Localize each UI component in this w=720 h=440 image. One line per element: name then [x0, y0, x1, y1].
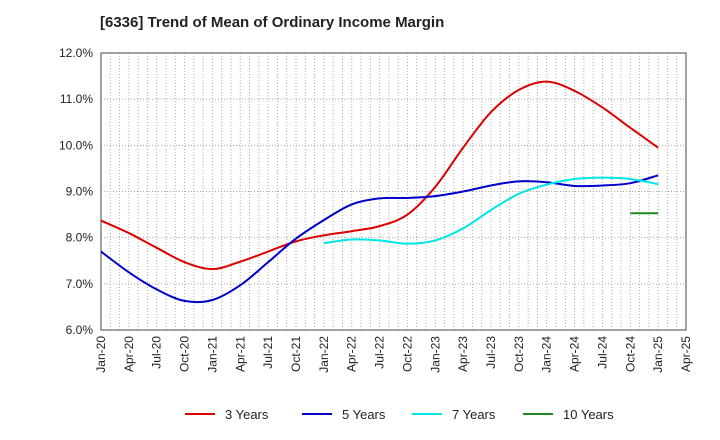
legend-label: 10 Years: [563, 407, 614, 422]
x-tick-label: Jul-23: [484, 336, 498, 369]
x-tick-label: Jan-20: [94, 336, 108, 373]
legend-label: 7 Years: [452, 407, 496, 422]
legend-label: 3 Years: [225, 407, 269, 422]
grid-lines: [101, 53, 686, 330]
y-tick-label: 8.0%: [66, 231, 94, 245]
x-tick-label: Jul-22: [373, 336, 387, 369]
series-line-3-years: [100, 80, 659, 271]
y-tick-label: 10.0%: [59, 138, 93, 152]
y-tick-label: 9.0%: [66, 185, 94, 199]
y-axis-ticks: 6.0% 7.0% 8.0% 9.0% 10.0% 11.0% 12.0%: [59, 46, 93, 337]
x-tick-label: Jan-24: [540, 336, 554, 373]
x-tick-label: Jan-21: [205, 336, 219, 373]
x-tick-label: Jul-21: [261, 336, 275, 369]
x-tick-label: Apr-23: [456, 336, 470, 372]
y-tick-label: 6.0%: [66, 323, 94, 337]
series-lines: [100, 80, 659, 304]
x-tick-label: Jan-23: [428, 336, 442, 373]
x-tick-label: Jul-24: [595, 336, 609, 369]
x-axis-ticks: Jan-20 Apr-20 Jul-20 Oct-20 Jan-21 Apr-21 Jul-…: [94, 336, 693, 373]
x-tick-label: Oct-23: [512, 336, 526, 372]
series-line-5-years: [100, 174, 659, 304]
x-tick-label: Apr-25: [679, 336, 693, 372]
x-tick-label: Apr-21: [233, 336, 247, 372]
legend-label: 5 Years: [342, 407, 386, 422]
legend: 3 Years 5 Years 7 Years 10 Years: [185, 407, 614, 422]
x-tick-label: Apr-20: [122, 336, 136, 372]
chart-title: [6336] Trend of Mean of Ordinary Income …: [100, 14, 445, 31]
x-tick-label: Oct-22: [400, 336, 414, 372]
x-tick-label: Apr-22: [345, 336, 359, 372]
y-tick-label: 11.0%: [60, 92, 93, 106]
x-tick-label: Oct-20: [178, 336, 192, 372]
x-tick-label: Jan-22: [317, 336, 331, 373]
plot-frame: [100, 52, 687, 331]
x-tick-label: Oct-21: [289, 336, 303, 372]
x-tick-label: Jan-25: [651, 336, 665, 373]
x-tick-label: Jul-20: [150, 336, 164, 369]
series-line-7-years: [323, 176, 659, 245]
x-tick-label: Apr-24: [568, 336, 582, 372]
x-tick-label: Oct-24: [623, 336, 637, 372]
y-tick-label: 12.0%: [59, 46, 93, 60]
y-tick-label: 7.0%: [66, 277, 94, 291]
